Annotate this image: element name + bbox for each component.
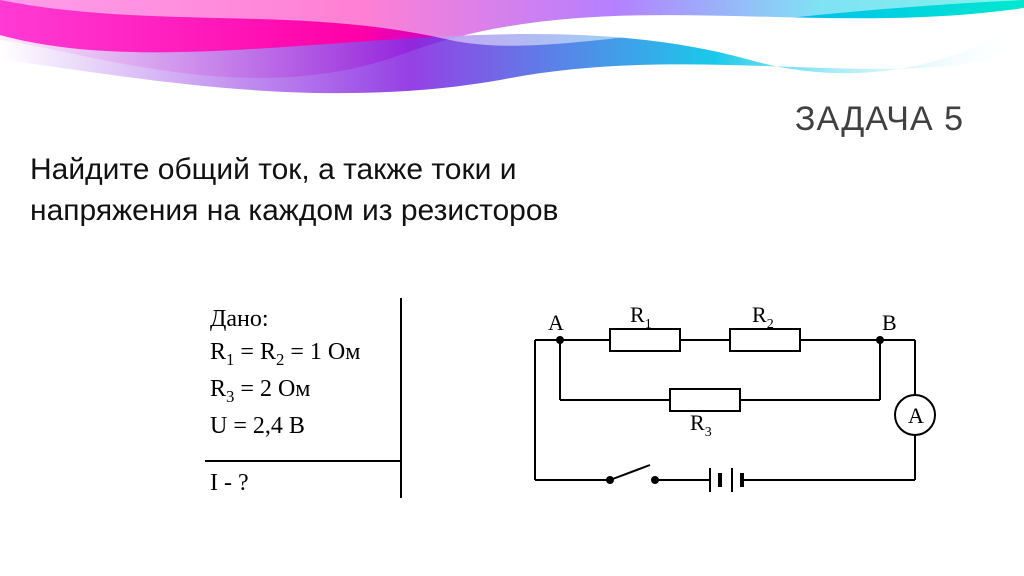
- question-text: Найдите общий ток, а также токи и напряж…: [30, 150, 994, 231]
- circuit-diagram: A B R1 R2 R3 A: [520, 290, 940, 520]
- node-a-label: A: [548, 310, 564, 335]
- given-u: U = 2,4 В: [210, 413, 360, 440]
- question-line-1: Найдите общий ток, а также токи и: [30, 153, 516, 186]
- given-block: Дано: R1 = R2 = 1 Ом R3 = 2 Ом U = 2,4 В: [210, 300, 360, 446]
- given-header: Дано:: [210, 306, 360, 333]
- node-b-label: B: [882, 310, 897, 335]
- slide-title: ЗАДАЧА 5: [795, 100, 964, 139]
- question-line-2: напряжения на каждом из резисторов: [30, 194, 559, 227]
- ribbon-decoration: [0, 0, 1024, 110]
- ammeter-label: A: [908, 403, 924, 428]
- r1-label: R1: [630, 302, 652, 332]
- r3-label: R3: [690, 410, 712, 440]
- given-r1r2: R1 = R2 = 1 Ом: [210, 339, 360, 370]
- given-divider-horizontal: [205, 460, 400, 462]
- r2-label: R2: [752, 302, 774, 332]
- given-divider-vertical: [400, 298, 402, 498]
- find-row: I - ?: [210, 470, 249, 497]
- given-r3: R3 = 2 Ом: [210, 376, 360, 407]
